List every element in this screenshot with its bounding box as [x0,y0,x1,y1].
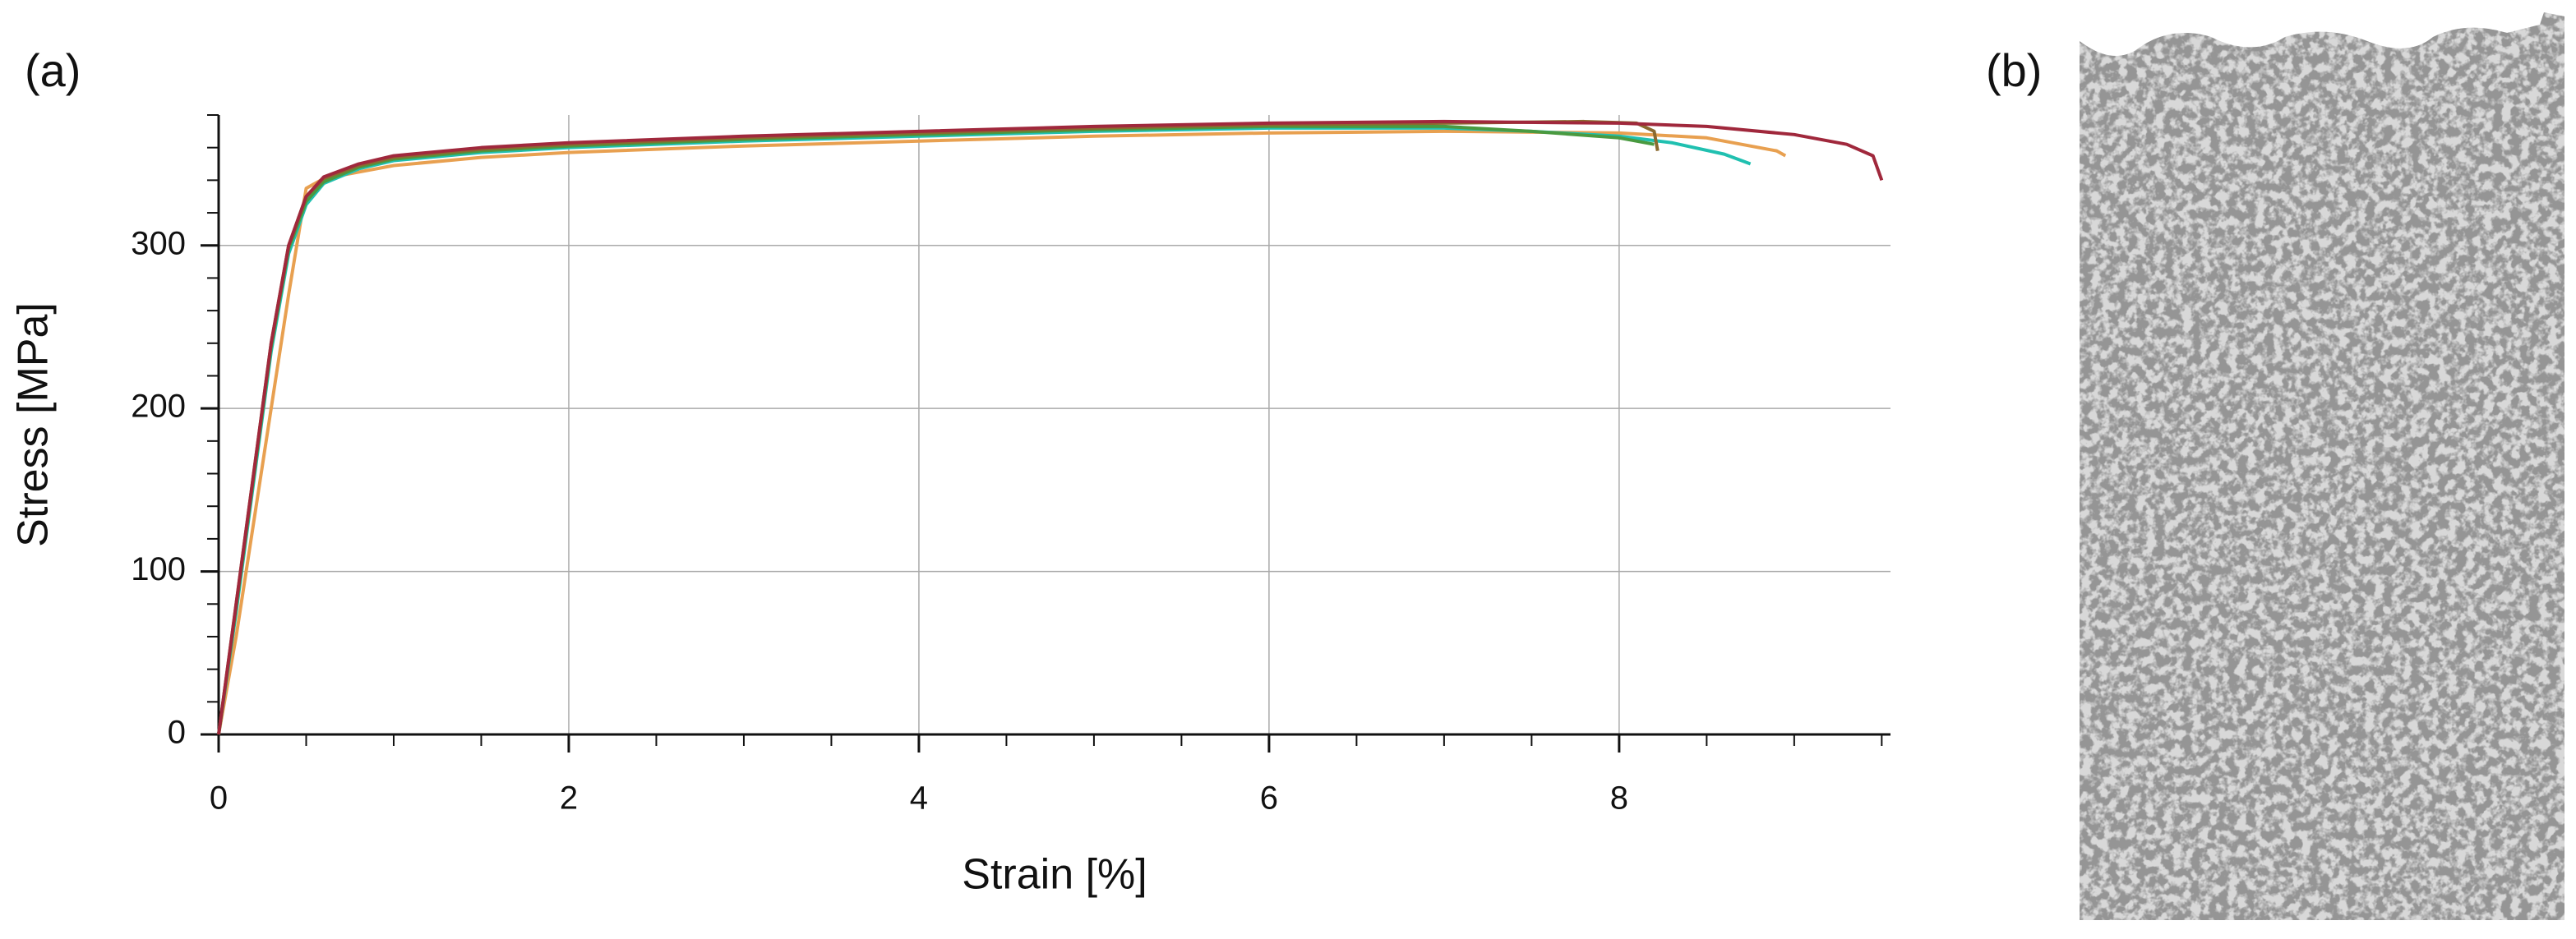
x-axis-label: Strain [%] [962,851,1147,899]
y-tick-label: 100 [131,551,186,587]
x-tick-label: 6 [1260,780,1278,817]
y-axis-label: Stress [MPa] [10,302,58,547]
specimen-image [2080,12,2564,920]
y-tick-label: 300 [131,225,186,261]
series-line [217,119,1884,735]
series-line [217,124,1655,735]
x-tick-label: 8 [1610,780,1628,817]
panel-label: (b) [1986,44,2042,96]
panel-label: (a) [25,44,81,96]
series-line [217,119,1660,735]
series-line [217,129,1787,735]
x-tick-label: 2 [560,780,578,817]
x-tick-label: 0 [210,780,228,817]
y-tick-label: 200 [131,389,186,425]
series-line [217,126,1752,735]
y-tick-label: 0 [168,715,186,751]
x-tick-label: 4 [910,780,928,817]
